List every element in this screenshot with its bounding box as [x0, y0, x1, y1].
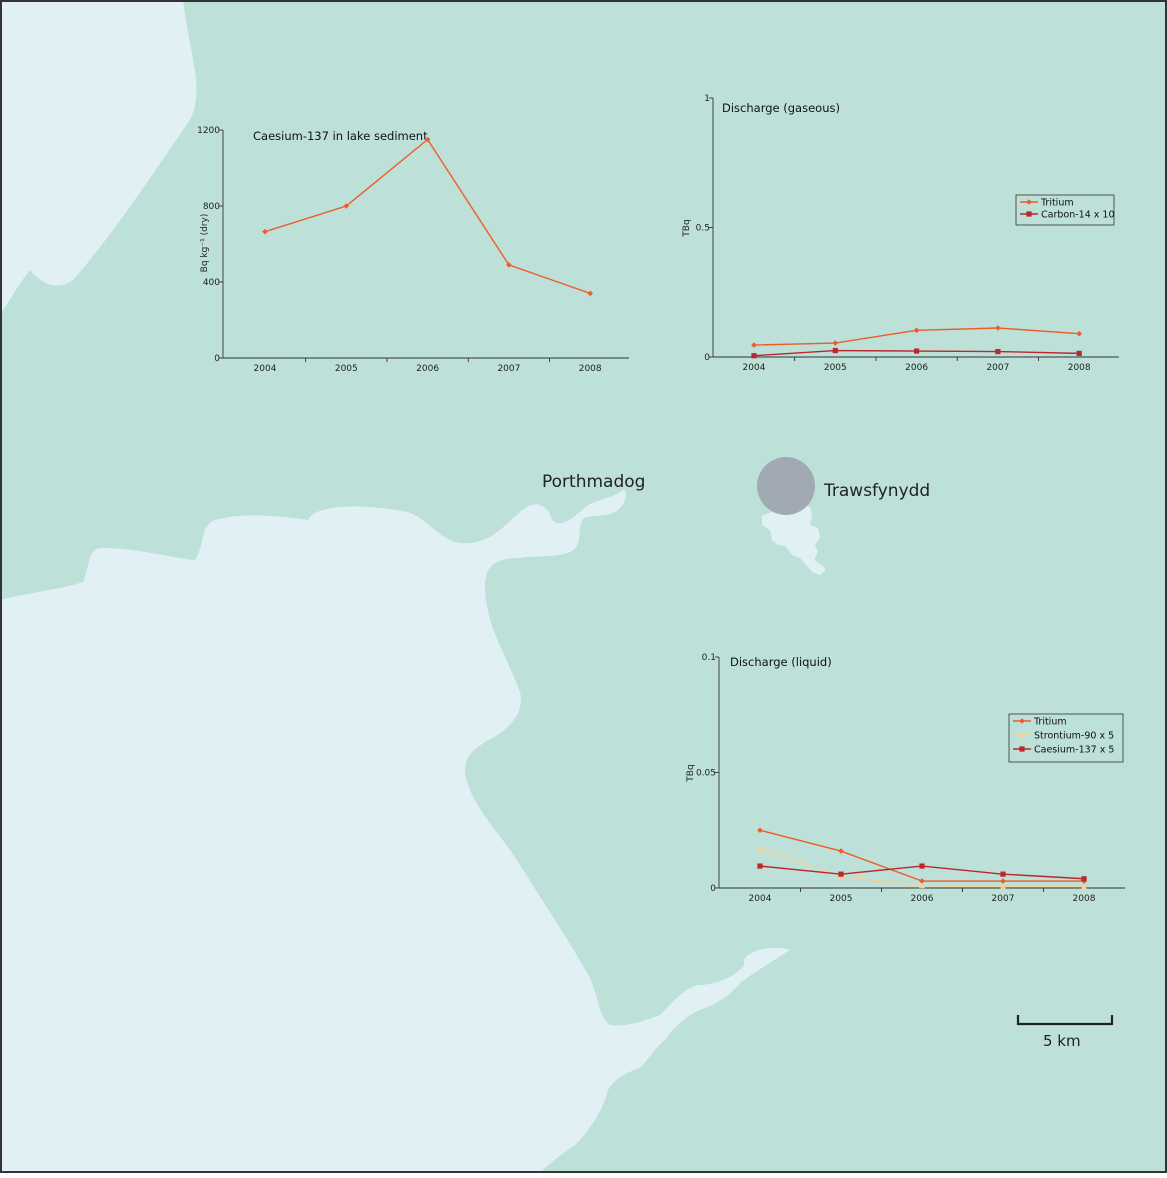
x-tick-label: 2007: [992, 894, 1015, 904]
legend-marker: [1026, 211, 1032, 217]
y-tick-label: 800: [203, 202, 220, 212]
data-point: [913, 327, 920, 334]
lake-trawsfynydd: [762, 506, 826, 575]
x-tick-label: 2005: [824, 363, 847, 373]
y-tick-label: 1: [704, 94, 710, 104]
y-tick-label: 0.1: [702, 653, 716, 663]
data-point: [424, 136, 431, 143]
x-tick-label: 2007: [497, 364, 520, 374]
data-point: [919, 882, 925, 889]
legend-label: Carbon-14 x 10: [1041, 210, 1115, 221]
data-point: [995, 348, 1001, 355]
chart-caesium-sediment: 0 400 800 1200 2004 2005 2006 2007 2008 Caesium-1…: [197, 126, 629, 374]
estuary-area: [0, 490, 790, 1173]
place-label-porthmadog: Porthmadog: [542, 472, 645, 492]
y-tick-label: 1200: [197, 126, 220, 136]
y-axis-label: TBq: [686, 764, 696, 782]
legend-marker: [1019, 718, 1025, 724]
legend-marker: [1019, 746, 1025, 752]
data-point: [838, 871, 844, 877]
data-point: [506, 262, 512, 268]
data-point: [1076, 330, 1082, 337]
legend-label: Tritium: [1033, 717, 1067, 728]
scale-bar: 5 km: [1016, 1015, 1114, 1050]
data-point: [1081, 883, 1087, 890]
y-tick-label: 0: [214, 354, 220, 364]
chart-title: Discharge (gaseous): [722, 101, 840, 115]
y-tick-label: 0.05: [696, 769, 716, 779]
y-axis-label: TBq: [682, 219, 692, 237]
legend-marker: [1019, 732, 1025, 738]
data-point: [262, 228, 268, 235]
legend-marker: [1026, 199, 1032, 205]
y-axis-label: Bq kg⁻¹ (dry): [200, 214, 210, 273]
scale-bar-line: [1016, 1015, 1114, 1026]
legend-box: [1015, 194, 1115, 226]
data-point: [343, 203, 350, 209]
data-point: [832, 347, 838, 354]
data-point: [919, 863, 925, 869]
legend-label: Strontium-90 x 5: [1034, 731, 1114, 742]
sea-area-north: [0, 0, 197, 315]
chart-title: Caesium-137 in lake sediment: [253, 129, 428, 143]
data-point: [751, 353, 757, 359]
x-tick-label: 2004: [254, 364, 277, 374]
data-point: [914, 348, 920, 354]
data-point: [1000, 878, 1006, 884]
data-point: [757, 845, 763, 852]
chart-discharge-gaseous: 0 0.5 1 2004 2005 2006 2007 2008 Discharge (gase…: [682, 94, 1119, 373]
scale-bar-label: 5 km: [1043, 1032, 1081, 1050]
data-point: [587, 290, 593, 297]
data-point: [832, 340, 839, 346]
data-point: [995, 325, 1001, 331]
data-point: [1076, 350, 1082, 356]
reservoir-marker: [757, 457, 815, 515]
data-point: [757, 827, 763, 834]
data-point: [1081, 876, 1087, 882]
y-tick-label: 400: [203, 278, 220, 288]
x-tick-label: 2005: [830, 894, 853, 904]
data-point: [838, 848, 844, 854]
data-point: [1000, 883, 1006, 890]
chart-discharge-liquid: 0 0.05 0.1 2004 2005 2006 2007 2008 Discharge (l…: [686, 653, 1125, 904]
x-tick-label: 2007: [986, 363, 1009, 373]
chart-title: Discharge (liquid): [730, 655, 832, 669]
x-tick-label: 2008: [579, 364, 602, 374]
data-point: [751, 342, 757, 348]
x-tick-label: 2006: [911, 894, 934, 904]
legend-box: [1008, 713, 1124, 763]
x-tick-label: 2005: [335, 364, 358, 374]
legend-label: Caesium-137 x 5: [1034, 745, 1114, 756]
x-tick-label: 2006: [905, 363, 928, 373]
data-point: [919, 878, 925, 884]
y-tick-label: 0.5: [696, 224, 710, 234]
data-point: [757, 863, 763, 869]
x-tick-label: 2008: [1073, 894, 1096, 904]
place-label-trawsfynydd: Trawsfynydd: [823, 481, 930, 501]
y-tick-label: 0: [704, 353, 710, 363]
x-tick-label: 2004: [749, 894, 772, 904]
x-tick-label: 2004: [743, 363, 766, 373]
y-tick-label: 0: [710, 884, 716, 894]
legend-label: Tritium: [1040, 198, 1074, 209]
x-tick-label: 2006: [416, 364, 439, 374]
data-point: [1000, 871, 1006, 877]
x-tick-label: 2008: [1068, 363, 1091, 373]
